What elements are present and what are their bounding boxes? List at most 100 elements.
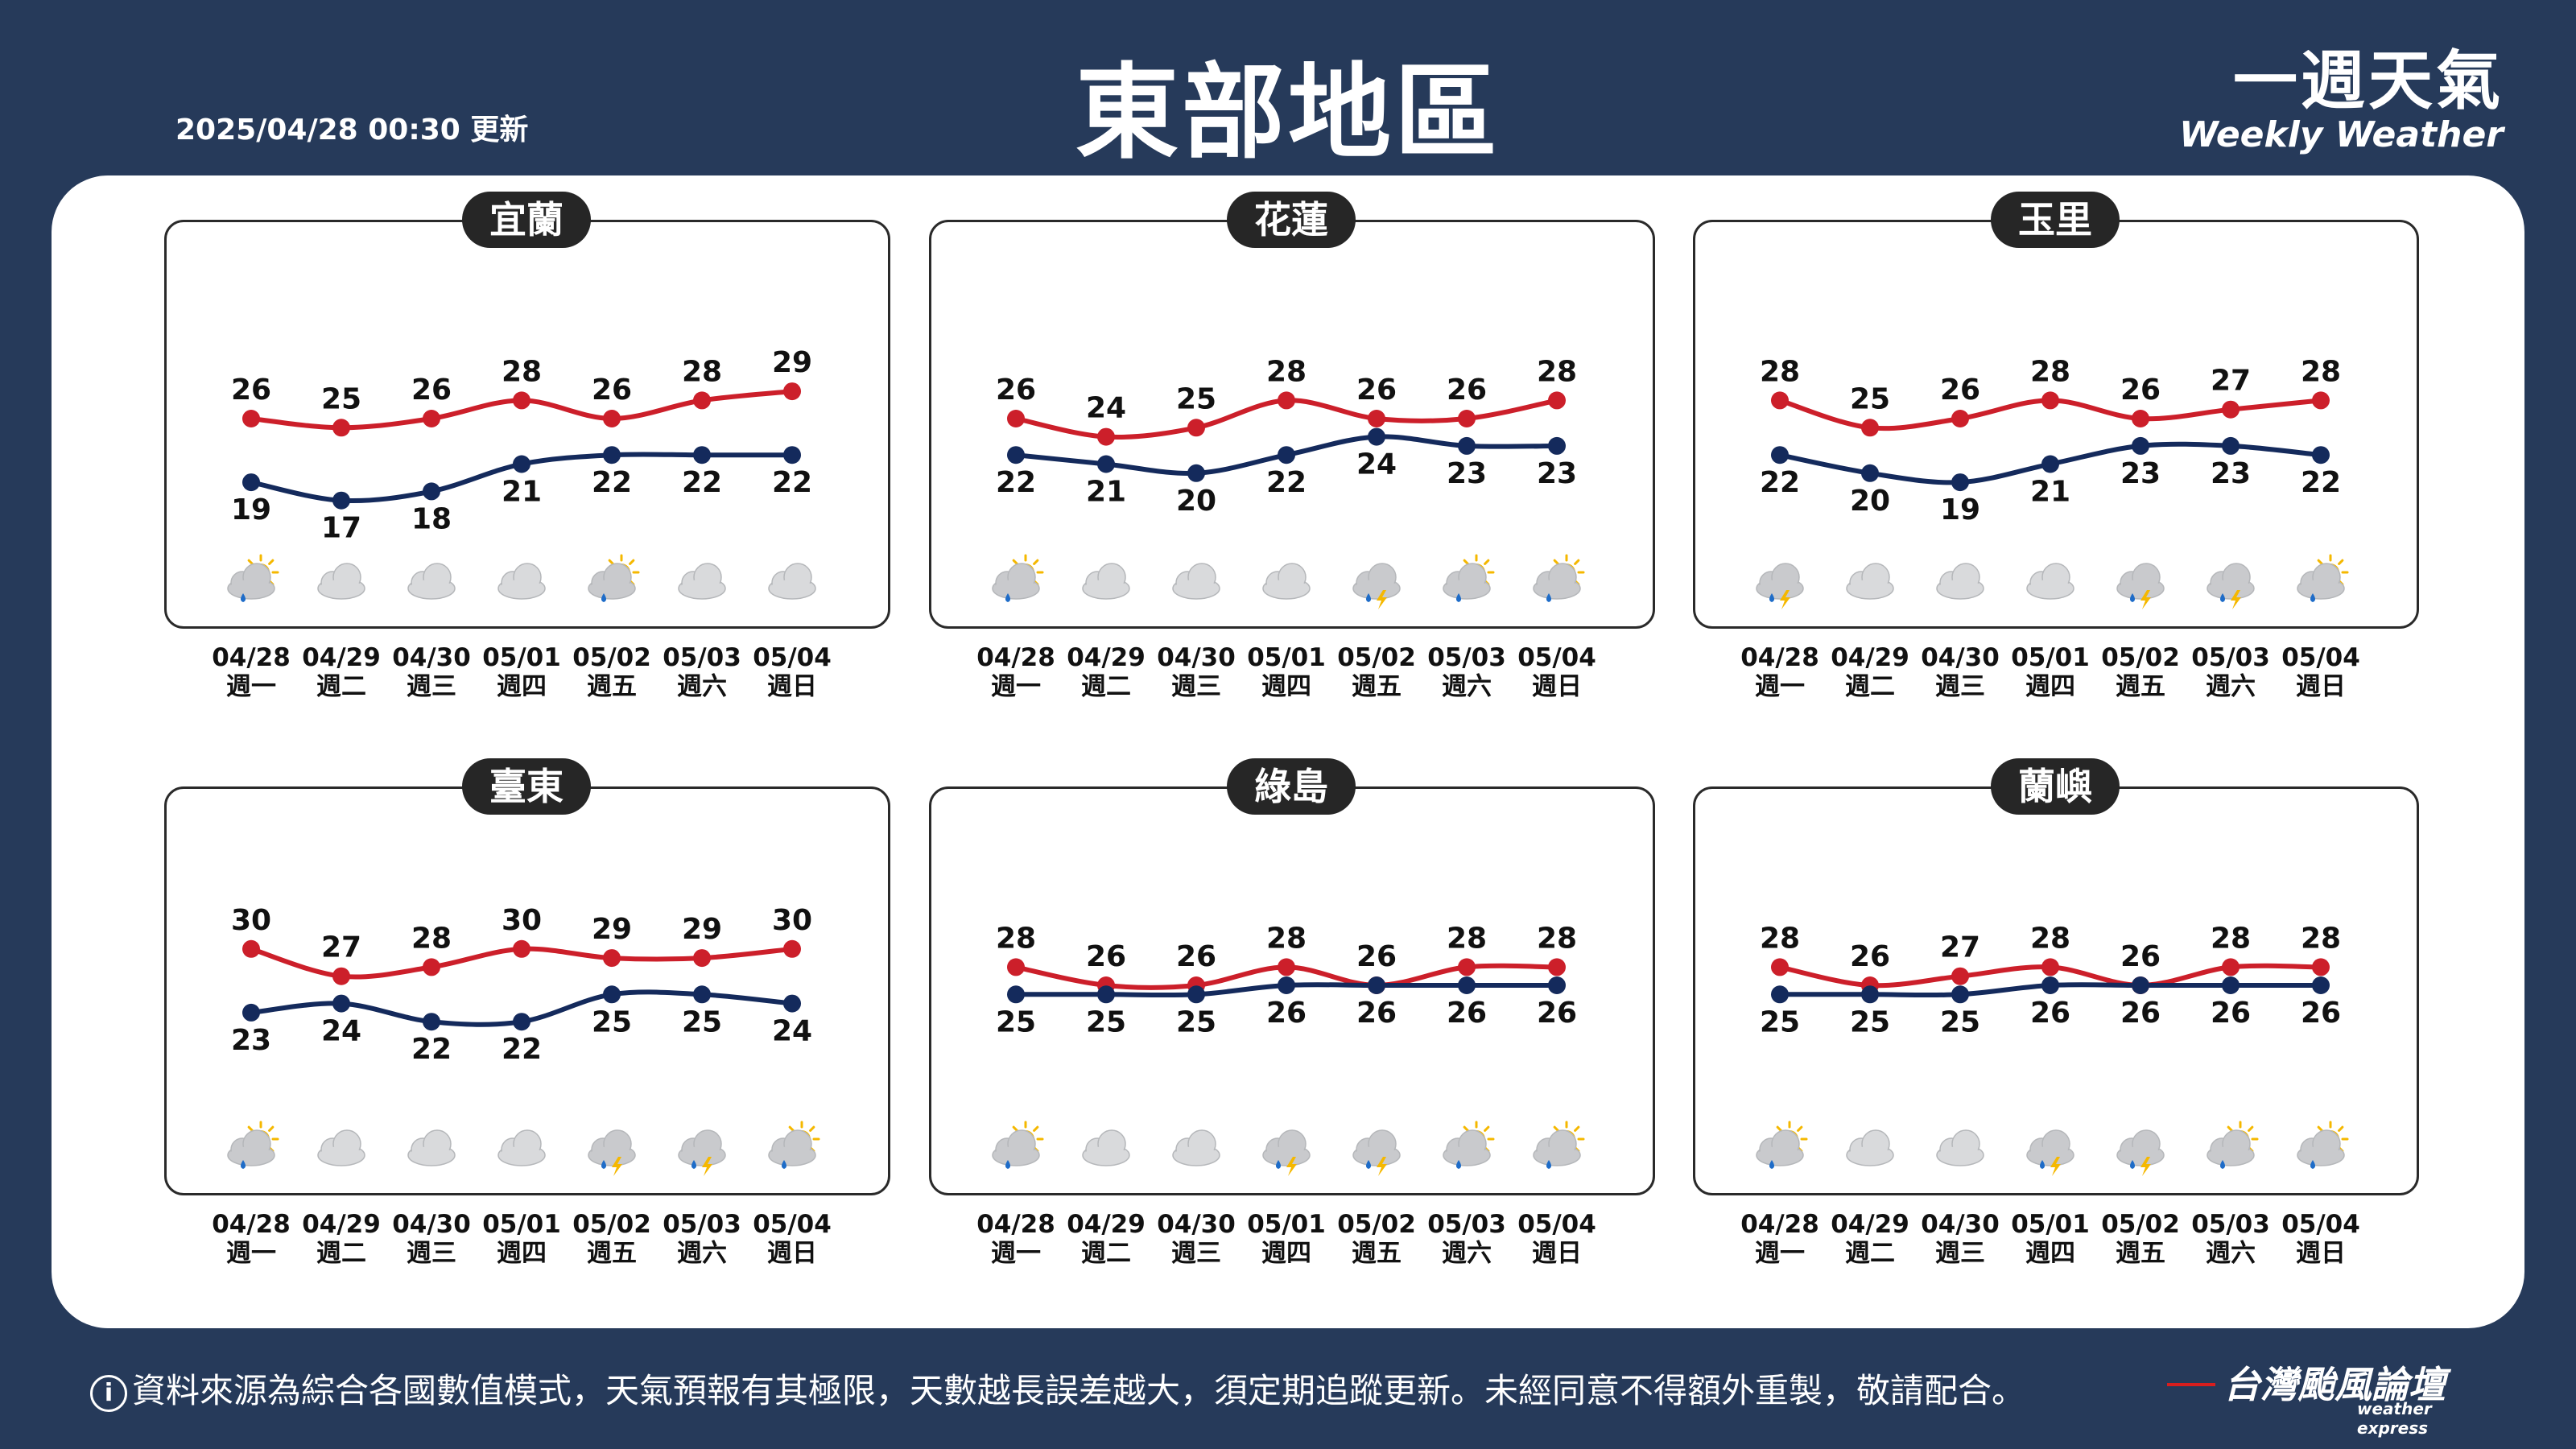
low-temp-label: 17 xyxy=(321,512,361,545)
high-temp-label: 25 xyxy=(321,382,361,415)
brand-title-zh: 一週天氣 xyxy=(2233,43,2504,118)
weekday-label: 週四 xyxy=(497,672,547,701)
low-temp-label: 22 xyxy=(2301,466,2341,499)
weekday-label: 週一 xyxy=(991,672,1041,701)
high-temp-label: 26 xyxy=(231,374,271,407)
date-label: 05/04 xyxy=(2281,643,2360,672)
date-label: 04/28 xyxy=(212,1210,291,1239)
high-temp-label: 26 xyxy=(1176,940,1216,973)
low-temp-label: 23 xyxy=(2211,457,2251,490)
high-temp-point xyxy=(693,949,711,968)
date-label: 05/04 xyxy=(2281,1210,2360,1239)
weekday-label: 週六 xyxy=(1442,1239,1492,1268)
high-temp-label: 28 xyxy=(1447,922,1487,955)
weekday-label: 週日 xyxy=(2296,672,2346,701)
high-temp-point xyxy=(242,939,260,958)
weather-icon-cloud xyxy=(407,1129,456,1166)
high-temp-point xyxy=(1007,958,1025,976)
weekday-label: 週六 xyxy=(2206,672,2256,701)
high-temp-label: 28 xyxy=(1537,355,1577,388)
low-temp-label: 26 xyxy=(1447,997,1487,1030)
high-temp-point xyxy=(1861,419,1879,437)
date-label: 04/29 xyxy=(1067,1210,1146,1239)
high-temp-point xyxy=(1458,958,1476,976)
weather-icon-sun-cloud-rain xyxy=(768,1121,820,1169)
low-temp-point xyxy=(693,446,711,464)
date-label: 04/29 xyxy=(302,1210,381,1239)
high-temp-point xyxy=(2132,410,2149,427)
date-label: 05/02 xyxy=(572,643,651,672)
date-label: 04/29 xyxy=(1831,1210,1909,1239)
weather-icon-thunder-rain xyxy=(588,1129,636,1176)
low-temp-label: 25 xyxy=(1086,1005,1126,1038)
weather-icon-cloud xyxy=(1082,563,1130,600)
low-temp-label: 22 xyxy=(682,466,722,499)
low-temp-label: 26 xyxy=(1356,997,1397,1030)
weather-icon-thunder-rain xyxy=(1352,563,1401,609)
weather-icon-sun-cloud-rain xyxy=(2207,1121,2259,1169)
weather-icon-thunder-rain xyxy=(2116,563,2165,609)
weather-icon-sun-cloud-rain xyxy=(992,1121,1044,1169)
high-temp-point xyxy=(1951,410,1969,427)
forecast-panel: 宜蘭 26 25 26 28 26 28 29 19 17 18 21 22 22 22 04/28 週一 04/… xyxy=(164,192,890,701)
chart-frame: 26 25 26 28 26 28 29 19 17 18 21 22 22 22 04/28 週一 04/29… xyxy=(164,220,890,701)
high-temp-point xyxy=(2222,400,2240,419)
low-temp-label: 26 xyxy=(2120,997,2161,1030)
high-temp-label: 30 xyxy=(772,904,812,937)
weekday-label: 週三 xyxy=(1171,672,1221,701)
weekday-label: 週一 xyxy=(226,672,276,701)
low-temp-label: 24 xyxy=(1356,448,1397,481)
high-temp-point xyxy=(242,410,260,427)
high-temp-label: 26 xyxy=(1086,940,1126,973)
high-temp-label: 27 xyxy=(2211,365,2251,398)
low-temp-point xyxy=(1951,473,1969,492)
low-temp-point xyxy=(1951,985,1969,1004)
weekday-label: 週五 xyxy=(1352,1239,1402,1268)
low-temp-label: 23 xyxy=(1447,457,1487,490)
weather-icon-cloud xyxy=(317,563,365,600)
low-temp-label: 21 xyxy=(1086,476,1126,509)
low-temp-point xyxy=(1548,976,1566,994)
high-temp-label: 26 xyxy=(1940,374,1980,407)
low-temp-label: 23 xyxy=(2120,457,2161,490)
weekday-label: 週三 xyxy=(407,1239,456,1268)
low-temp-point xyxy=(783,446,801,464)
high-temp-label: 29 xyxy=(682,913,722,946)
info-icon: i xyxy=(90,1374,127,1412)
high-temp-point xyxy=(603,949,621,968)
chart-frame: 26 24 25 28 26 26 28 22 21 20 22 24 23 23 04/28 週一 04/29… xyxy=(929,220,1655,701)
forecast-panel: 綠島 28 26 26 28 26 28 28 25 25 25 26 26 26 26 04/28 週一 04/… xyxy=(929,758,1655,1268)
high-temp-point xyxy=(2041,391,2059,410)
location-title: 臺東 xyxy=(462,758,591,815)
date-label: 05/03 xyxy=(1427,1210,1506,1239)
date-label: 04/28 xyxy=(976,643,1055,672)
low-temp-point xyxy=(1007,985,1025,1004)
weather-icon-cloud xyxy=(2026,563,2074,600)
weather-icon-cloud xyxy=(407,563,456,600)
chart-frame: 30 27 28 30 29 29 30 23 24 22 22 25 25 24 04/28 週一 04/29… xyxy=(164,786,890,1268)
date-label: 05/01 xyxy=(1247,643,1326,672)
high-temp-point xyxy=(1007,410,1025,427)
low-temp-label: 22 xyxy=(411,1033,452,1066)
weather-icon-thunder-rain xyxy=(1352,1129,1401,1176)
date-label: 05/03 xyxy=(1427,643,1506,672)
date-label: 04/30 xyxy=(1157,1210,1236,1239)
weather-icon-sun-cloud-rain xyxy=(992,554,1044,602)
high-temp-point xyxy=(423,958,440,976)
low-temp-point xyxy=(2222,436,2240,455)
date-label: 05/02 xyxy=(1337,643,1416,672)
location-title: 花蓮 xyxy=(1227,192,1356,248)
logo-en: weather express xyxy=(2357,1399,2432,1438)
weekday-label: 週五 xyxy=(1352,672,1402,701)
weather-icon-sun-cloud-rain xyxy=(227,554,279,602)
low-temp-label: 25 xyxy=(1760,1005,1800,1038)
high-temp-label: 28 xyxy=(1760,355,1800,388)
page-title: 東部地區 xyxy=(1075,53,1501,173)
weekday-label: 週六 xyxy=(2206,1239,2256,1268)
low-temp-label: 25 xyxy=(1940,1005,1980,1038)
high-temp-label: 28 xyxy=(2301,922,2341,955)
weather-icon-sun-cloud-rain xyxy=(1756,1121,1808,1169)
low-temp-point xyxy=(513,1013,530,1031)
